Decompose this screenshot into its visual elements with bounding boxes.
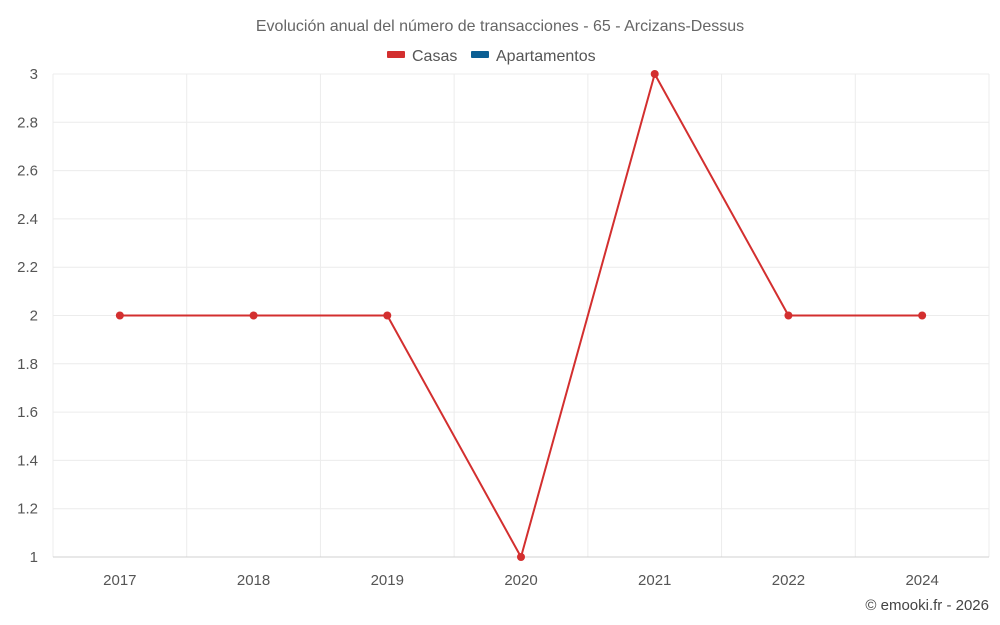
chart-title: Evolución anual del número de transaccio…: [256, 18, 744, 35]
legend-swatch-apartamentos: [471, 51, 489, 58]
y-tick-label: 2.6: [17, 163, 38, 180]
credit-text: © emooki.fr - 2026: [865, 597, 989, 614]
x-tick-label: 2021: [638, 572, 671, 589]
y-tick-label: 2.2: [17, 259, 38, 276]
legend[interactable]: Casas Apartamentos: [387, 48, 596, 65]
data-point-casas: [784, 311, 793, 320]
y-tick-label: 1: [30, 549, 38, 566]
y-tick-label: 2.4: [17, 211, 38, 228]
data-point-casas: [249, 311, 258, 320]
data-point-casas: [650, 70, 659, 78]
x-tick-label: 2024: [905, 572, 938, 589]
series-casas: [115, 70, 927, 561]
y-tick-label: 1.2: [17, 501, 38, 518]
legend-label-casas: Casas: [412, 48, 457, 65]
y-tick-label: 1.8: [17, 356, 38, 373]
y-tick-label: 1.6: [17, 404, 38, 421]
legend-swatch-casas: [387, 51, 405, 58]
x-tick-label: 2019: [371, 572, 404, 589]
x-tick-label: 2017: [103, 572, 136, 589]
legend-item-apartamentos[interactable]: Apartamentos: [471, 48, 596, 65]
y-tick-label: 1.4: [17, 452, 38, 469]
legend-label-apartamentos: Apartamentos: [496, 48, 596, 65]
data-point-casas: [383, 311, 392, 320]
data-point-casas: [517, 553, 525, 561]
data-point-casas: [115, 311, 124, 320]
data-point-casas: [918, 311, 927, 320]
x-tick-label: 2018: [237, 572, 270, 589]
y-tick-label: 2: [30, 308, 38, 325]
legend-item-casas[interactable]: Casas: [387, 48, 457, 65]
x-tick-label: 2022: [772, 572, 805, 589]
y-tick-label: 3: [30, 66, 38, 83]
axes: 1 1.2 1.4 1.6 1.8 2 2.2 2.4 2.6 2.8 3 2017 2018 2019 2…: [17, 66, 989, 589]
x-tick-label: 2020: [504, 572, 537, 589]
y-tick-label: 2.8: [17, 114, 38, 131]
